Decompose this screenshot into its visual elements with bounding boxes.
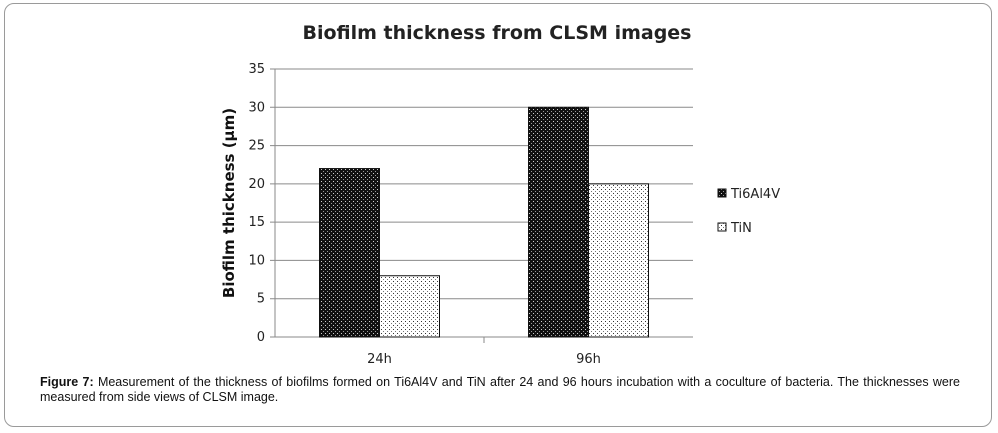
- y-tick-label: 20: [248, 177, 265, 192]
- caption-label: Figure 7:: [40, 375, 94, 389]
- x-tick-label: 96h: [576, 352, 601, 367]
- x-tick-label: 24h: [367, 352, 392, 367]
- x-tick-labels: 24h 96h: [367, 352, 601, 367]
- figure-caption: Figure 7: Measurement of the thickness o…: [40, 375, 960, 405]
- y-axis-label: Biofilm thickness (µm): [220, 108, 238, 298]
- bars: [319, 106, 649, 338]
- y-tick-labels: 0 5 10 15 20 25 30 35: [248, 62, 265, 345]
- bar-Ti6Al4V-24h: [319, 168, 380, 338]
- legend-label: Ti6Al4V: [730, 187, 780, 202]
- y-tick-label: 30: [248, 100, 265, 115]
- legend-label: TiN: [730, 221, 752, 236]
- legend: Ti6Al4V TiN: [717, 187, 780, 236]
- y-tick-label: 5: [257, 292, 265, 307]
- legend-swatch: [717, 188, 727, 198]
- chart-title: Biofilm thickness from CLSM images: [302, 22, 691, 44]
- bar-chart: Biofilm thickness from CLSM images Biofi…: [220, 22, 780, 367]
- y-tick-label: 15: [248, 215, 265, 230]
- y-tick-label: 25: [248, 139, 265, 154]
- bar-Ti6Al4V-96h: [528, 106, 589, 338]
- y-tick-label: 0: [257, 330, 265, 345]
- caption-text: Measurement of the thickness of biofilms…: [40, 375, 960, 404]
- y-tick-label: 10: [248, 253, 265, 268]
- legend-swatch: [717, 222, 727, 232]
- figure-frame: [4, 3, 992, 427]
- bar-TiN-96h: [588, 183, 649, 338]
- bar-TiN-24h: [379, 275, 440, 338]
- y-tick-label: 35: [248, 62, 265, 77]
